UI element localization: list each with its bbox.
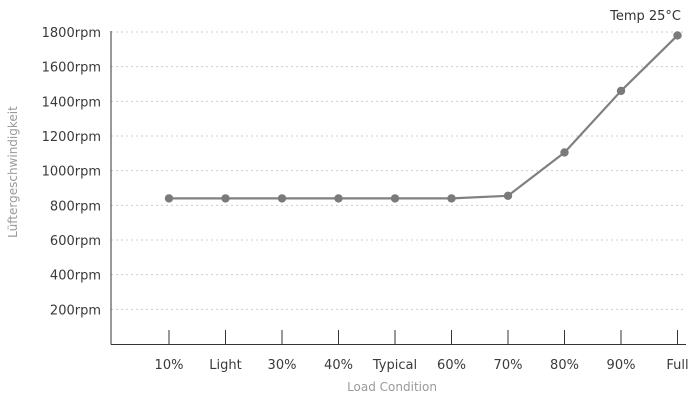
data-point [277,194,287,203]
x-tick-label: 40% [324,358,353,373]
x-tick-label: Typical [372,358,417,373]
y-tick-labels: 200rpm 400rpm 600rpm 800rpm 1000rpm 1200rpm 14… [42,26,101,318]
x-axis-title: Load Condition [347,380,437,394]
temperature-annotation: Temp 25°C [609,9,681,24]
x-tick-label: Light [209,358,241,373]
x-tick-label: 70% [494,358,523,373]
x-tick-label: 90% [607,358,636,373]
y-axis-title: Lüftergeschwindigkeit [6,106,20,238]
data-point [221,194,230,203]
data-point [673,31,682,40]
gridlines [111,31,686,310]
data-point [334,194,343,203]
data-point [390,194,400,203]
data-point [164,194,174,203]
data-point [616,86,626,96]
data-point [560,148,569,157]
y-tick-label: 1000rpm [42,165,101,180]
x-tick-label: 10% [155,358,184,373]
axes [110,31,686,345]
y-tick-label: 800rpm [50,199,101,214]
x-tick-label: 80% [550,358,579,373]
data-point [503,191,513,200]
y-tick-label: 400rpm [50,269,101,284]
series-line [167,34,679,200]
data-point [447,194,456,203]
y-tick-label: 1800rpm [42,26,101,41]
y-tick-label: 1200rpm [42,130,101,145]
y-tick-label: 1400rpm [42,95,101,110]
x-tick-label: 30% [268,358,297,373]
y-tick-label: 200rpm [50,303,101,318]
x-tick-label: Full [666,358,688,373]
series [164,31,682,203]
y-tick-label: 600rpm [50,234,101,249]
y-tick-label: 1600rpm [42,61,101,76]
x-tick-label: 60% [437,358,466,373]
x-tick-labels: 10% Light 30% 40% Typical 60% 70% 80% 90% Full [155,358,689,373]
